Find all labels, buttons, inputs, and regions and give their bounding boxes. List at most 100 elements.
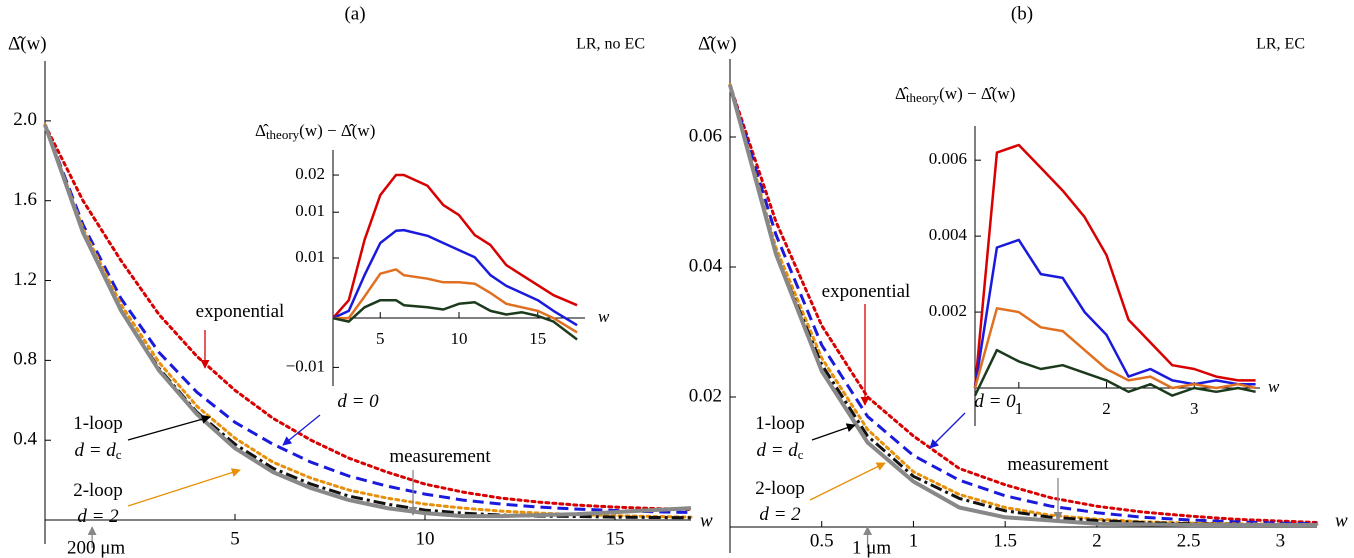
inset-title: Δ̂theory(w) − Δ̂(w) — [895, 84, 1015, 105]
annotation-text: exponential — [822, 281, 911, 302]
x-tick-label: 1.5 — [993, 530, 1017, 551]
annotation: d = 2 — [759, 504, 801, 525]
x-tick-label: 10 — [416, 528, 435, 549]
series-line — [973, 143, 1256, 389]
y-tick-label: 0.02 — [689, 385, 722, 406]
series-line — [973, 307, 1256, 390]
annotation-text: measurement — [1007, 454, 1109, 475]
y-tick-label: 0.8 — [13, 349, 37, 370]
annotation-text: d = 0 — [337, 391, 379, 412]
annotation: d = dc — [756, 440, 803, 462]
annotation-sub: c — [798, 447, 804, 462]
x-tick-label: 15 — [529, 329, 546, 348]
series-line — [728, 84, 1317, 527]
annotation-arrow — [282, 414, 321, 446]
annotation: measurement — [1007, 454, 1109, 475]
annotation: measurement — [389, 446, 491, 467]
x-tick-label: 2 — [1102, 399, 1111, 418]
y-tick-label: 0.04 — [689, 255, 723, 276]
x-tick-label: 3 — [1190, 399, 1199, 418]
annotation-text: d = 2 — [759, 504, 801, 525]
annotation-text: 1-loop — [755, 413, 805, 434]
x-tick-label: 5 — [230, 528, 240, 549]
annotation: exponential — [822, 281, 911, 302]
y-tick-label: 0.4 — [13, 429, 37, 450]
series-line — [973, 348, 1256, 397]
annotation-text: exponential — [196, 301, 285, 322]
annotation-text: 2-loop — [73, 480, 123, 501]
y-tick-label: 0.006 — [929, 149, 967, 168]
y-tick-label: 0.02 — [295, 164, 325, 183]
annotation-arrow — [127, 468, 241, 507]
y-tick-label: 0.002 — [929, 301, 967, 320]
main-chart: 0.4 0.8 1.2 1.6 2.0 5 10 15 (a) LR, no EC Δ̂(w) w ex… — [8, 3, 713, 558]
series-line — [332, 228, 578, 327]
inset-title-part: Δ̂ — [255, 121, 269, 140]
annotation-sub: c — [116, 447, 122, 462]
inset-chart: 0.02 0.01 0.01 −0.01 5 10 15 w Δ̂theory(w) − Δ̂(… — [255, 121, 610, 386]
x-tick-label: 2 — [1092, 530, 1102, 551]
series-line — [333, 268, 578, 334]
annotation-text: d = d — [74, 440, 116, 461]
panel-note: LR, EC — [1256, 36, 1305, 53]
series-line — [332, 173, 578, 319]
y-axis-label: Δ̂(w) — [8, 33, 47, 54]
main-chart: 0.02 0.04 0.06 0.5 1 1.5 2 2.5 3 (b) LR, EC Δ̂(w) w e… — [689, 3, 1348, 558]
annotation: d = 0 — [337, 391, 379, 412]
annotation: 1-loop — [755, 413, 805, 434]
annotation-text: d = 0 — [974, 391, 1016, 412]
series-line — [43, 124, 692, 519]
inset-title-part: theory — [906, 90, 940, 105]
x-tick-label: 0.5 — [810, 530, 834, 551]
annotation: d = 2 — [77, 506, 119, 527]
annotation: 2-loop — [755, 478, 805, 499]
x-axis-label: w — [1268, 377, 1280, 396]
y-tick-label: 1.2 — [13, 269, 37, 290]
y-tick-label: 2.0 — [13, 109, 37, 130]
x-tick-label: 15 — [606, 528, 625, 549]
series-line — [728, 83, 1319, 524]
x-axis-label: w — [598, 307, 610, 326]
panel-title: (a) — [344, 3, 365, 24]
y-tick-label: −0.01 — [286, 356, 325, 375]
x-tick-label: 1 — [1015, 399, 1024, 418]
x-tick-label: 10 — [451, 329, 468, 348]
y-tick-label: 0.004 — [929, 225, 968, 244]
inset-title-part: theory — [266, 127, 300, 142]
annotation: d = dc — [74, 440, 121, 462]
x-axis-label: w — [1335, 510, 1348, 531]
series-line — [728, 84, 1318, 526]
y-tick-label: 0.01 — [295, 201, 325, 220]
annotation-text: d = 2 — [77, 506, 119, 527]
scale-marker-label: 200 μm — [67, 537, 125, 558]
y-tick-label: 0.01 — [295, 247, 325, 266]
annotation-arrow — [811, 423, 856, 441]
series-line — [332, 298, 578, 341]
series-line — [43, 124, 692, 514]
series-line — [973, 238, 1256, 389]
x-tick-label: 2.5 — [1177, 530, 1201, 551]
annotation-text: 2-loop — [755, 478, 805, 499]
panel-title: (b) — [1011, 3, 1033, 24]
scale-marker-label: 1 μm — [852, 537, 891, 558]
x-tick-label: 5 — [376, 329, 385, 348]
panel-note: LR, no EC — [576, 36, 645, 53]
inset-title: Δ̂theory(w) − Δ̂(w) — [255, 121, 375, 142]
x-tick-label: 3 — [1276, 530, 1286, 551]
annotation: exponential — [196, 301, 285, 322]
y-axis-label: Δ̂(w) — [698, 33, 737, 54]
inset-chart: 0.002 0.004 0.006 1 2 3 w Δ̂theory(w) − Δ̂(w) — [895, 84, 1280, 426]
annotation-text: d = d — [756, 440, 798, 461]
annotation: 1-loop — [73, 413, 123, 434]
x-tick-label: 1 — [909, 530, 919, 551]
annotation-text: measurement — [389, 446, 491, 467]
x-axis-label: w — [700, 510, 713, 531]
inset-title-part: (w) − Δ̂(w) — [299, 121, 375, 140]
series-line — [43, 123, 693, 511]
y-tick-label: 1.6 — [13, 189, 37, 210]
annotation-arrow — [809, 462, 886, 501]
annotation-text: 1-loop — [73, 413, 123, 434]
annotation: 2-loop — [73, 480, 123, 501]
series-line — [43, 123, 693, 519]
